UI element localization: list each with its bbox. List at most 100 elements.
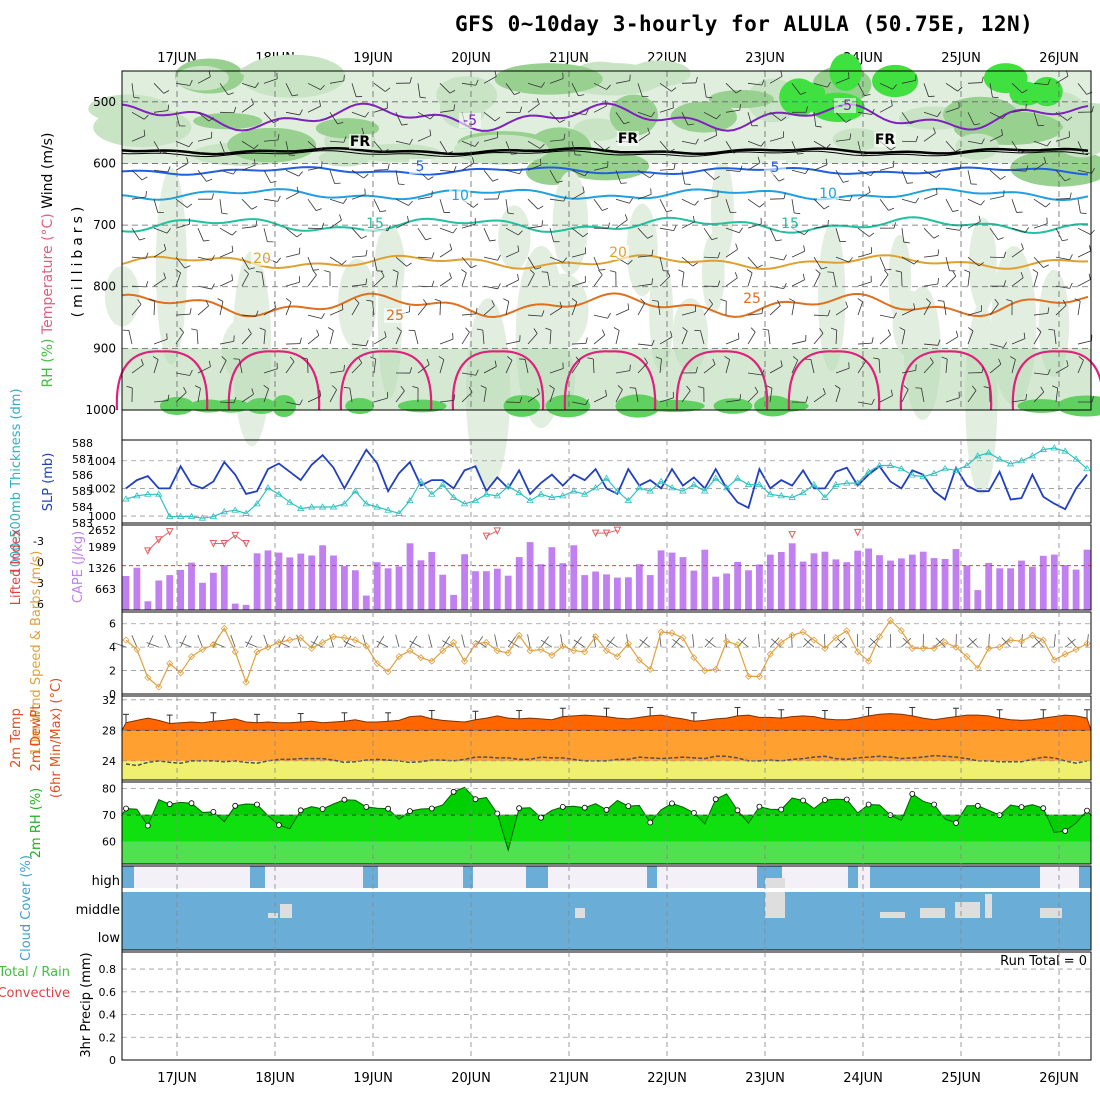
cape-bar: [439, 574, 447, 610]
wind-barb: [725, 109, 740, 113]
wind-barb-flag: [602, 208, 609, 211]
rh-point: [625, 803, 632, 809]
wind10-point: [373, 659, 381, 668]
li-tick-label: -3: [33, 535, 44, 548]
wind-barb-flag: [320, 84, 325, 90]
wind-barb-flag: [449, 89, 456, 94]
wind-barb: [285, 192, 299, 200]
thickness-point: [537, 490, 545, 497]
wind10-tick-label: 2: [109, 665, 116, 678]
wind-barb: [505, 279, 519, 287]
wind-barb: [945, 199, 953, 212]
wind-barb: [571, 342, 587, 345]
wind-barb: [329, 330, 334, 345]
wind10-point: [417, 654, 425, 662]
precip-tick-label: 0.2: [99, 1031, 117, 1044]
wind-barb: [571, 192, 585, 200]
isotherm-label: FR: [350, 134, 371, 150]
wind-barb-flag: [834, 385, 841, 389]
rh-point: [254, 801, 260, 808]
wind-barb: [414, 330, 419, 345]
wind-barb-flag: [296, 233, 303, 238]
wind-barb: [681, 311, 696, 316]
wind-barb: [351, 194, 366, 200]
isotherm-label: 10: [819, 186, 837, 202]
wind-barb-flag: [992, 96, 999, 99]
wind-barb-flag: [465, 327, 470, 333]
wind10-barb: [179, 641, 192, 648]
cape-bar: [559, 563, 567, 610]
wind-barb: [571, 401, 586, 406]
wind-barb-flag: [1032, 269, 1039, 274]
wind-barb: [505, 169, 520, 175]
wind10-barb: [868, 637, 879, 648]
wind-barb-flag: [419, 96, 426, 99]
cape-bar: [788, 543, 796, 610]
rh-shade-moist: [1009, 81, 1043, 106]
wind-barb: [241, 256, 250, 270]
wind-barb: [681, 256, 693, 267]
wind-barb-flag: [651, 249, 654, 256]
wind-barb: [439, 141, 448, 154]
wind-barb-flag: [167, 394, 170, 401]
wind-barb: [571, 141, 576, 155]
thickness-point: [297, 504, 305, 512]
wind10-point: [635, 656, 643, 664]
rh-shade-blob: [227, 127, 317, 163]
wind-barb-flag: [692, 215, 695, 222]
wind-barb-flag: [263, 385, 269, 390]
slp-frame: [121, 439, 1092, 524]
wind-barb-flag: [673, 224, 677, 231]
thickness-point: [788, 493, 796, 500]
wind-barb-flag: [670, 330, 673, 337]
wind-barb-flag: [1043, 156, 1047, 163]
wind-barb: [505, 340, 520, 345]
rh-shade-moist: [872, 64, 919, 98]
wind-barb: [989, 134, 1003, 142]
wind-barb: [637, 169, 650, 179]
wind-barb-flag: [649, 173, 655, 179]
wind-barb: [747, 256, 758, 268]
pressure-tick-label: 900: [93, 341, 116, 355]
wind-barb-flag: [849, 133, 852, 140]
wind-barb: [549, 112, 560, 123]
cape-bar: [887, 560, 894, 610]
cape-bar: [144, 601, 152, 610]
cloud-middle-block: [575, 908, 585, 918]
wind-barb: [461, 256, 472, 269]
wind-barb: [1053, 330, 1057, 345]
wind-barb-flag: [429, 129, 432, 136]
wind-barb-flag: [803, 245, 806, 252]
wind10-point: [297, 634, 305, 642]
wind-barb-flag: [695, 76, 698, 83]
thickness-point: [264, 484, 272, 491]
wind-barb-flag: [354, 298, 360, 304]
wind-barb: [901, 228, 905, 243]
wind-barb: [945, 107, 960, 113]
wind-barb-flag: [848, 257, 853, 263]
wind-barb: [505, 227, 519, 236]
wind-barb-flag: [428, 176, 434, 181]
cape-bar: [417, 560, 425, 610]
wind-barb: [131, 135, 146, 142]
wind10-point: [187, 652, 196, 661]
thickness-point: [351, 487, 360, 494]
isotherm-label: 5: [416, 159, 425, 175]
cloud-middle-block: [268, 913, 278, 918]
rh-shade-surface: [246, 398, 277, 414]
wind10-point: [340, 634, 348, 642]
isotherm-label: FR: [875, 132, 896, 148]
wind-barb-flag: [217, 298, 224, 302]
isotherm-label: 5: [771, 160, 780, 176]
cape-bar: [734, 561, 741, 610]
wind-barb-flag: [507, 212, 514, 215]
wind-barb-flag: [627, 303, 630, 310]
wind-barb-flag: [605, 389, 607, 396]
rh-point: [931, 801, 937, 808]
cape-bar: [799, 561, 807, 610]
wind-barb-flag: [994, 298, 999, 305]
wind-barb-flag: [582, 232, 589, 238]
cloud-high-gap: [647, 866, 657, 888]
li-line: [486, 530, 498, 537]
wind-barb-flag: [647, 235, 654, 239]
